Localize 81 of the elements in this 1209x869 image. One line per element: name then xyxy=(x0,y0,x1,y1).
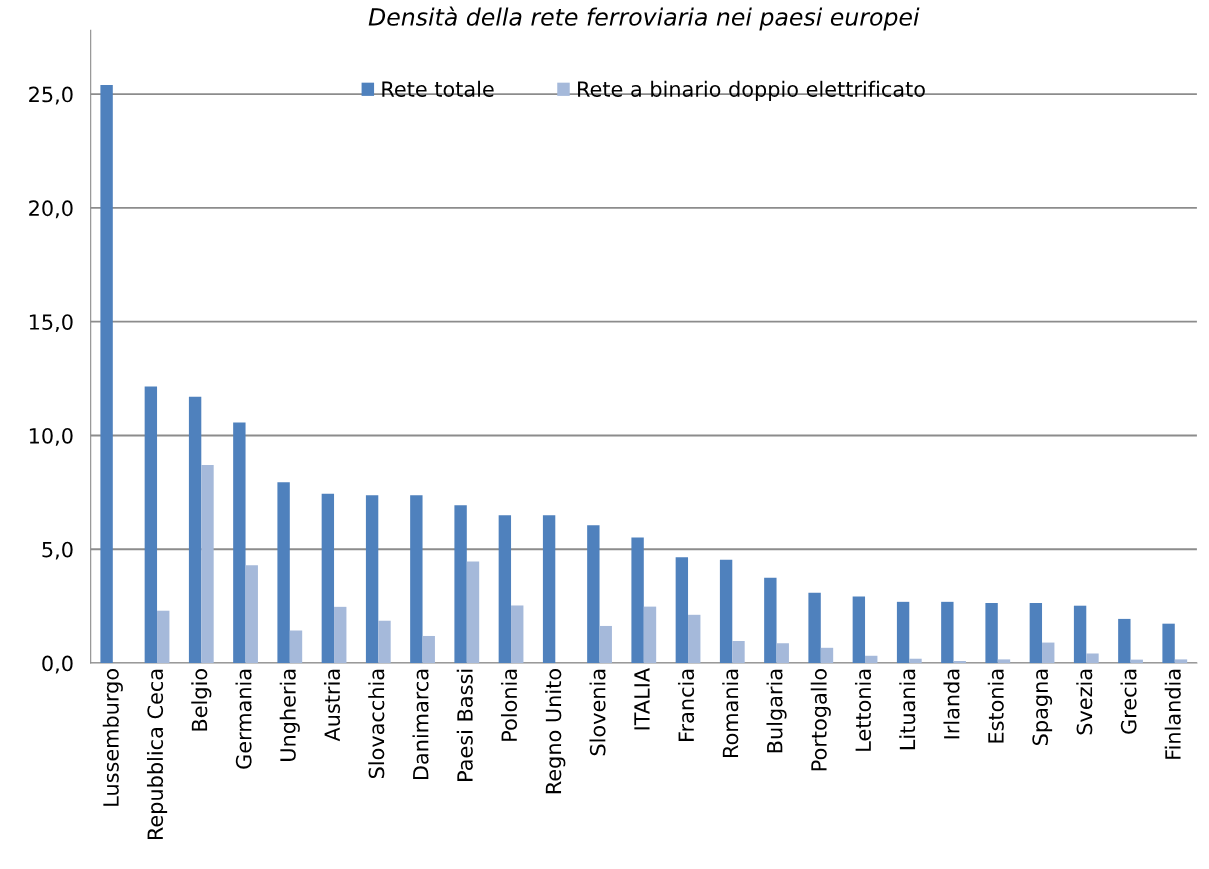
bar xyxy=(144,386,158,664)
legend-label: Rete totale xyxy=(382,80,494,97)
bar xyxy=(289,630,303,664)
bar xyxy=(201,465,214,664)
y-tick-label: 5,0 xyxy=(42,541,73,560)
x-tick-label: Grecia xyxy=(1120,669,1137,734)
bar xyxy=(422,635,435,664)
bar xyxy=(511,605,524,664)
x-tick-label: Lettonia xyxy=(854,669,872,751)
x-tick-label: Lituania xyxy=(899,669,916,750)
bar xyxy=(719,559,733,664)
bar xyxy=(454,505,467,664)
bar xyxy=(233,422,246,664)
x-tick-label: Svezia xyxy=(1076,669,1093,735)
bar xyxy=(365,495,379,664)
bar xyxy=(732,640,745,664)
x-tick-label: Irlanda xyxy=(943,669,960,739)
bar xyxy=(865,655,878,664)
x-tick-label: Belgio xyxy=(191,669,212,731)
bar xyxy=(599,625,612,664)
y-tick-label: 25,0 xyxy=(29,86,73,105)
bar xyxy=(498,515,512,664)
y-tick-label: 15,0 xyxy=(29,314,73,333)
y-tick-label: 20,0 xyxy=(29,200,73,219)
bar xyxy=(852,596,866,664)
x-tick-label: Lussemburgo xyxy=(102,669,123,806)
bar xyxy=(808,592,821,664)
bar xyxy=(997,659,1011,664)
x-tick-label: Austria xyxy=(323,669,341,742)
bar xyxy=(1073,605,1087,664)
bar xyxy=(245,565,258,664)
x-tick-label: Francia xyxy=(677,669,695,741)
x-tick-label: Danimarca xyxy=(412,669,429,780)
bar xyxy=(631,537,644,664)
x-tick-label: Ungheria xyxy=(279,669,300,761)
x-tick-label: Estonia xyxy=(987,669,1004,743)
x-tick-label: Repubblica Ceca xyxy=(146,669,168,840)
x-tick-label: Germania xyxy=(235,669,252,769)
x-tick-label: Spagna xyxy=(1032,669,1053,745)
x-tick-label: Paesi Bassi xyxy=(456,669,473,781)
bar xyxy=(410,495,423,664)
x-tick-label: Bulgaria xyxy=(766,669,787,753)
bar xyxy=(909,658,922,664)
bar xyxy=(820,647,834,664)
bar xyxy=(277,482,290,664)
bar xyxy=(896,601,910,664)
bar xyxy=(100,85,113,664)
legend-label: Rete a binario doppio elettrificato xyxy=(578,80,925,101)
x-tick-label: Slovenia xyxy=(589,669,606,756)
x-tick-label: Romania xyxy=(722,669,739,757)
bar xyxy=(321,493,335,664)
bar xyxy=(688,614,701,664)
bar xyxy=(542,515,556,664)
bar xyxy=(157,610,170,664)
y-tick-label: 10,0 xyxy=(29,427,73,446)
bar xyxy=(1174,659,1188,664)
x-tick-label: Portogallo xyxy=(810,669,831,771)
bar xyxy=(643,606,657,664)
chart-title: Densità della rete ferroviaria nei paesi europei xyxy=(368,6,920,31)
bar xyxy=(941,601,954,664)
bar xyxy=(776,643,789,664)
x-tick-label: ITALIA xyxy=(634,668,650,730)
bar xyxy=(188,396,202,664)
x-tick-label: Finlandia xyxy=(1164,669,1181,759)
x-tick-label: Regno Unito xyxy=(545,669,566,794)
bar xyxy=(587,525,600,664)
x-tick-label: Slovacchia xyxy=(368,669,385,779)
bar xyxy=(675,557,689,664)
bar xyxy=(1086,653,1099,664)
bar xyxy=(1042,642,1055,664)
bar xyxy=(466,561,480,664)
bar xyxy=(1029,602,1043,664)
bar xyxy=(953,661,966,664)
y-tick-label: 0,0 xyxy=(42,655,73,674)
bar xyxy=(764,577,777,664)
bar xyxy=(1118,618,1131,664)
bar xyxy=(334,606,347,664)
bar xyxy=(378,620,391,664)
bar xyxy=(1162,623,1175,664)
x-tick-label: Polonia xyxy=(500,669,518,741)
bar xyxy=(985,602,998,664)
